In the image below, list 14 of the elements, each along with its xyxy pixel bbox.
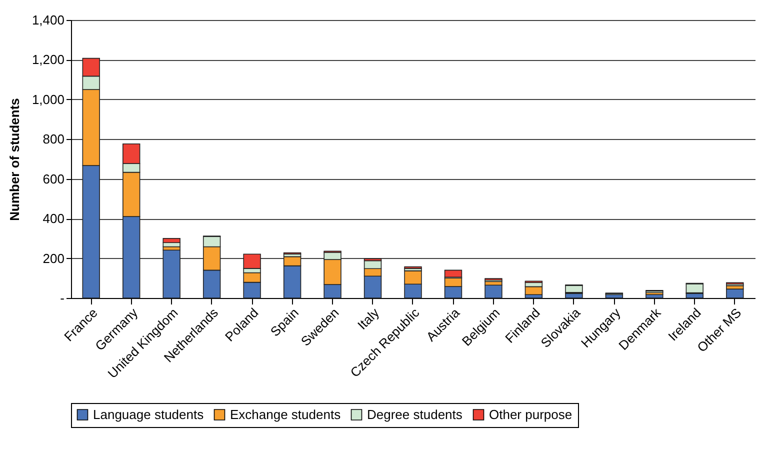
legend-label: Exchange students (230, 406, 342, 422)
y-tick-label: 600 (42, 171, 64, 186)
y-tick-label: - (60, 290, 64, 306)
legend-label: Degree students (367, 406, 463, 422)
x-tick-label: Italy (354, 304, 382, 333)
legend-label: Language students (93, 406, 204, 422)
y-tick-label: 800 (42, 132, 64, 147)
y-tick-label: 1,400 (32, 12, 64, 28)
y-tick-label: 1,200 (32, 52, 64, 68)
y-tick-label: 1,000 (32, 92, 64, 107)
y-axis-title: Number of students (6, 98, 22, 221)
y-tick-label: 200 (42, 250, 64, 266)
legend-label: Other purpose (489, 406, 572, 422)
y-tick-label: 400 (42, 211, 64, 226)
